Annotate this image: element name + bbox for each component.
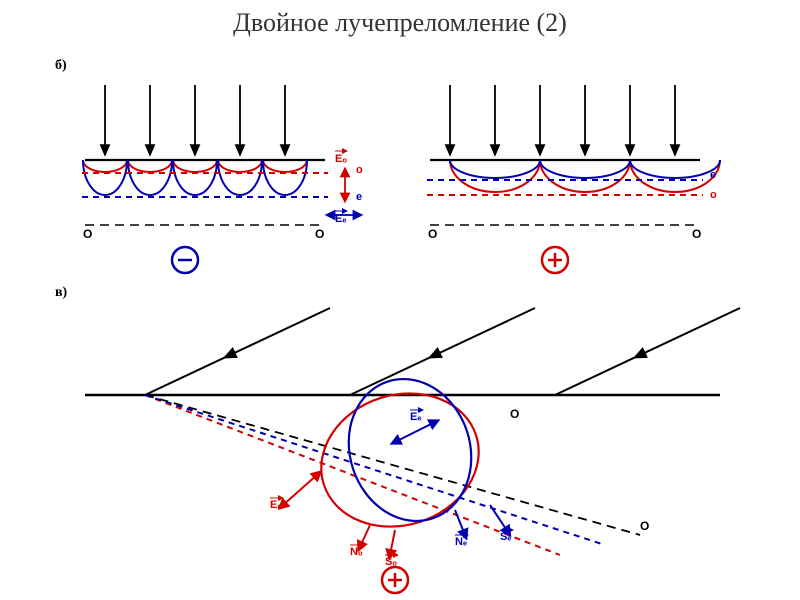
svg-text:O: O [640,519,649,533]
svg-text:O: O [510,407,519,421]
svg-text:O: O [692,227,701,241]
diagram-canvas: OOEₒoEₑeOOeoOOEₒEₑNₒSₒNₑSₑ [0,0,800,600]
svg-text:Nₑ: Nₑ [455,536,467,548]
svg-text:Sₑ: Sₑ [500,531,511,543]
svg-text:O: O [315,227,324,241]
svg-text:Nₒ: Nₒ [350,546,363,558]
svg-text:o: o [710,189,717,201]
svg-text:Eₒ: Eₒ [270,499,282,511]
svg-text:Eₑ: Eₑ [335,213,346,225]
svg-text:O: O [83,227,92,241]
svg-text:e: e [356,191,362,203]
svg-text:e: e [710,169,716,181]
svg-text:o: o [356,164,363,176]
svg-text:Eₑ: Eₑ [410,411,421,423]
svg-text:Eₒ: Eₒ [335,153,347,165]
svg-text:O: O [428,227,437,241]
